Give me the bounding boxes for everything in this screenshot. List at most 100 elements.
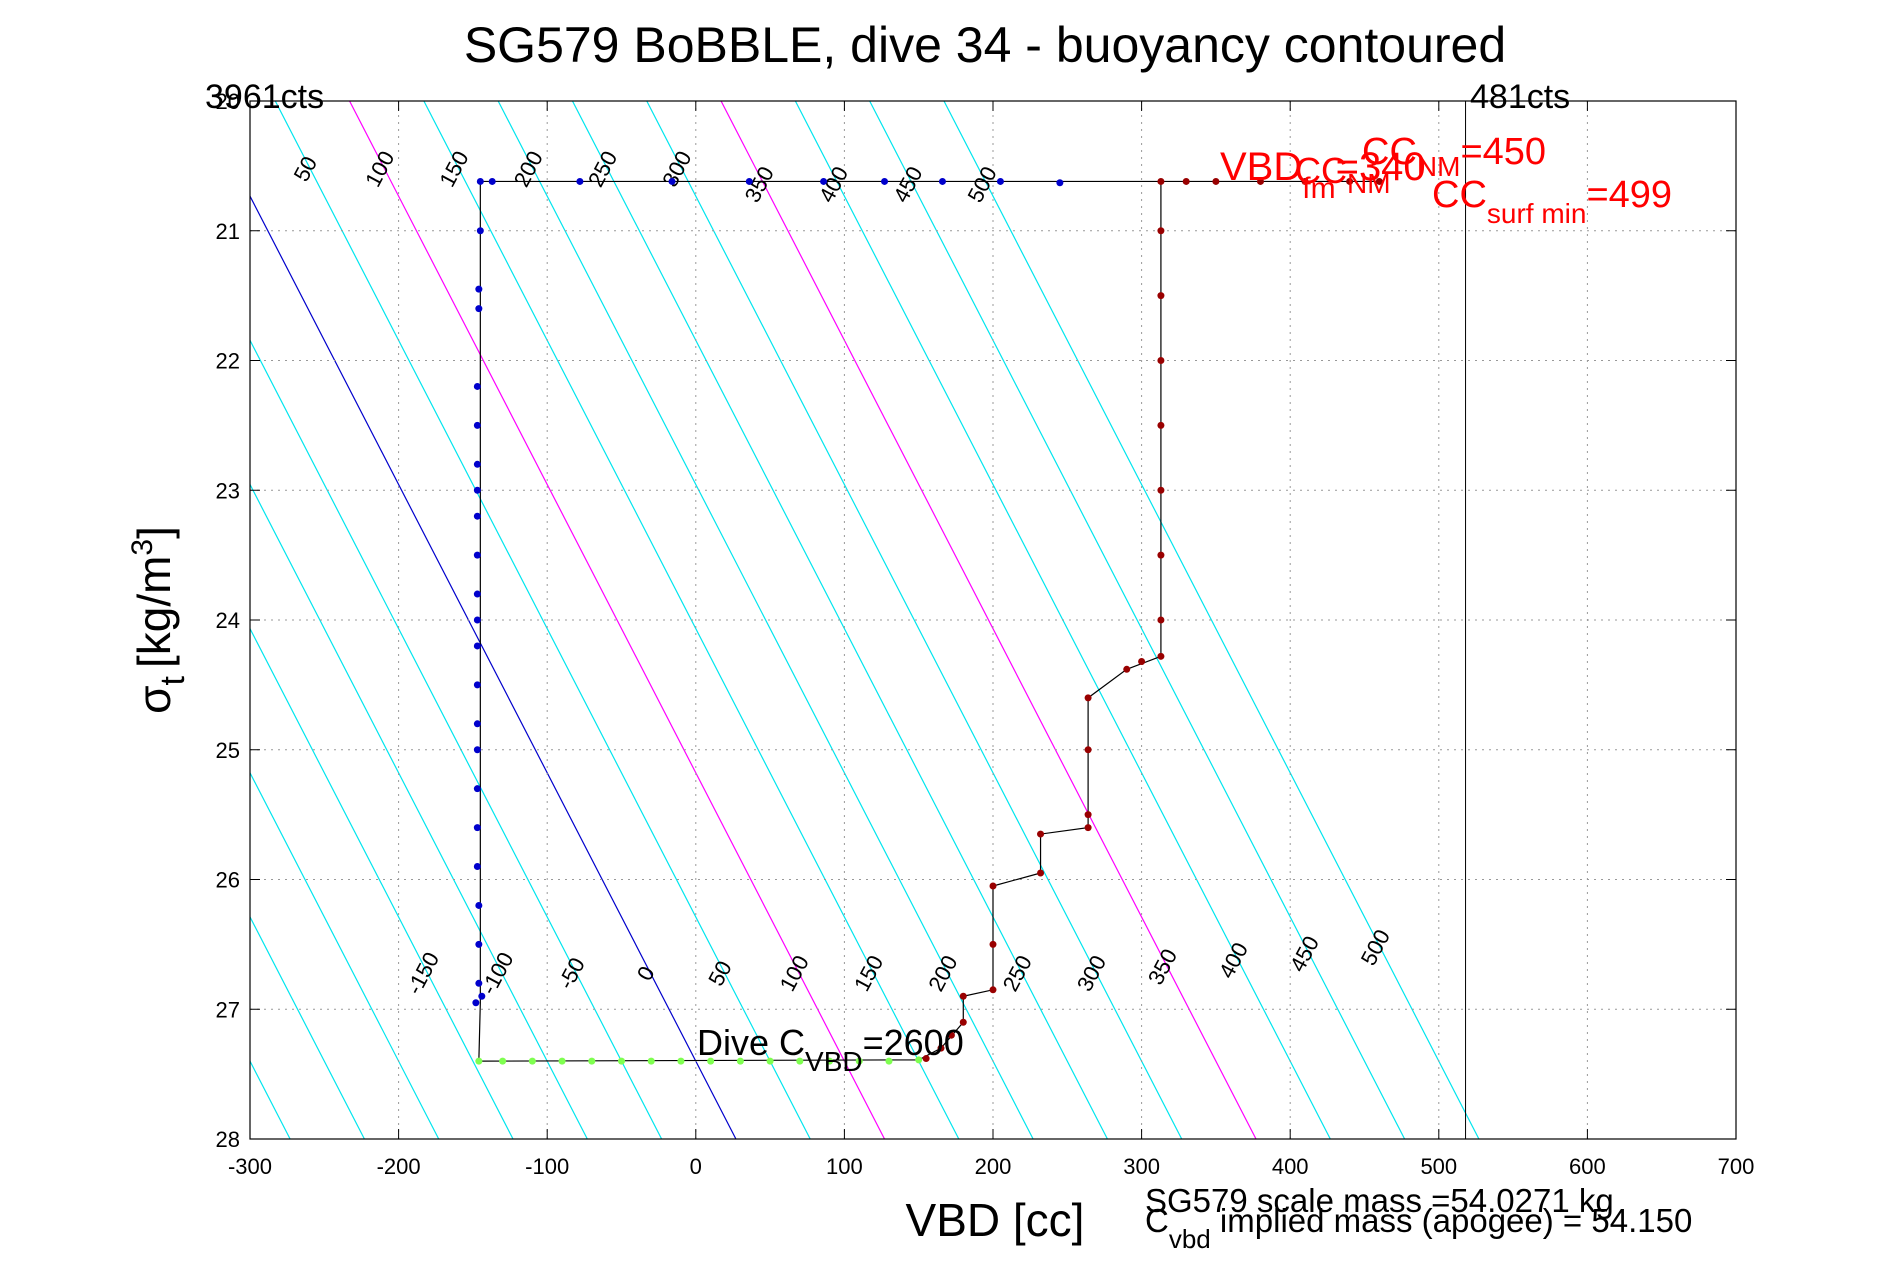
cc-nm-overlap-sub: NM <box>1347 168 1391 199</box>
data-point-0-11 <box>475 285 483 293</box>
contour-label-bottom-0: -150 <box>401 948 444 999</box>
data-point-0-13 <box>473 382 481 390</box>
data-point-0-18 <box>473 551 481 559</box>
contour-line--100 <box>250 483 588 1139</box>
data-point-1-13 <box>855 1057 863 1065</box>
contour-label-bottom-7: 200 <box>923 951 962 995</box>
data-point-2-3 <box>1157 357 1165 364</box>
implied-sub: vbd <box>1169 1224 1211 1254</box>
data-point-2-11 <box>1084 694 1092 702</box>
cc-surf-suffix: =499 <box>1586 174 1672 216</box>
x-axis-label: VBD [cc] <box>906 1194 1085 1246</box>
data-point-1-10 <box>766 1057 774 1065</box>
y-tick-label-27: 27 <box>216 997 240 1022</box>
cc-surf-sub: surf min <box>1487 198 1587 229</box>
data-point-0-14 <box>473 421 481 429</box>
data-point-0-31 <box>478 992 486 1000</box>
contour-label-top-6: 150 <box>434 147 473 191</box>
cc-surf-prefix: CC <box>1432 174 1487 216</box>
contour-line-100 <box>349 101 886 1139</box>
y-tick-label-21: 21 <box>216 219 240 244</box>
x-tick-label-700: 700 <box>1718 1154 1755 1179</box>
data-point-0-24 <box>473 746 481 754</box>
cc-nm-overlap: CCNM <box>1295 150 1391 199</box>
dive-c-prefix: Dive C <box>697 1022 805 1063</box>
data-point-1-11 <box>796 1057 804 1065</box>
contour-line--150 <box>250 627 514 1139</box>
contour-label-bottom-8: 250 <box>998 951 1037 995</box>
cc-nm-overlap-prefix: CC <box>1295 150 1347 191</box>
data-point-2-19 <box>989 986 997 994</box>
data-point-0-8 <box>1056 179 1064 187</box>
data-point-0-4 <box>820 177 828 185</box>
data-point-2-26 <box>1212 177 1220 185</box>
data-point-0-21 <box>473 642 481 650</box>
vbd-fm-prefix: VBD <box>1220 145 1302 189</box>
y-tick-label-25: 25 <box>216 738 240 763</box>
contour-label-bottom-4: 50 <box>703 957 737 990</box>
top-right-count: 481cts <box>1470 78 1570 116</box>
data-point-1-1 <box>499 1057 507 1065</box>
data-point-0-32 <box>472 999 480 1007</box>
contour-line--350 <box>0 101 216 1139</box>
data-point-0-25 <box>473 785 481 793</box>
contour-line-50 <box>274 101 811 1139</box>
contour-label-bottom-1: -100 <box>476 948 519 999</box>
y-axis-units-sup: 3 <box>126 539 159 556</box>
axis-ticks: -300 -200 -100 0 100 200 300 400 500 600 700202122… <box>216 89 1755 1179</box>
contour-label-bottom-13: 500 <box>1356 925 1395 969</box>
contour-label-bottom-2: -50 <box>553 953 590 993</box>
data-point-0-7 <box>996 177 1004 185</box>
data-point-2-17 <box>989 882 997 890</box>
data-point-1-15 <box>915 1056 923 1064</box>
contour-label-top-9: 300 <box>657 147 696 191</box>
contour-line--450 <box>0 101 67 1139</box>
data-point-2-15 <box>1037 830 1045 838</box>
x-tick-label-300: 300 <box>1123 1154 1160 1179</box>
y-axis-units-end: ] <box>128 526 180 539</box>
data-point-2-18 <box>989 940 997 948</box>
data-point-0-5 <box>881 177 889 185</box>
scale-mass-label: SG579 scale mass =54.0271 kg <box>1145 1182 1614 1219</box>
contour-label-bottom-9: 300 <box>1072 951 1111 995</box>
x-tick-label-400: 400 <box>1272 1154 1309 1179</box>
data-point-0-30 <box>475 979 483 987</box>
top-left-count: 3961cts <box>205 78 324 116</box>
data-point-2-20 <box>959 992 967 1000</box>
y-tick-label-28: 28 <box>216 1127 240 1152</box>
dive-c-suffix: =2600 <box>863 1022 964 1063</box>
contour-line--200 <box>250 771 440 1139</box>
implied-suffix: implied mass (apogee) = 54.150 <box>1211 1202 1693 1239</box>
contour-line-350 <box>720 101 1257 1139</box>
data-point-2-23 <box>937 1044 945 1052</box>
buoyancy-contour-labels: 50 100 150 200 250 300 350 400 450 500-150 -100 -50… <box>289 147 1395 999</box>
data-point-0-16 <box>473 486 481 494</box>
x-tick-label-200: 200 <box>975 1154 1012 1179</box>
y-axis-main: σ <box>128 686 180 714</box>
data-point-0-1 <box>576 177 584 185</box>
x-tick-label-100: 100 <box>826 1154 863 1179</box>
data-point-2-16 <box>1037 869 1045 877</box>
contour-label-bottom-3: 0 <box>632 962 660 985</box>
data-point-0-3 <box>745 177 753 185</box>
data-point-2-14 <box>1084 824 1092 832</box>
data-point-0-9 <box>476 177 484 185</box>
contour-line-200 <box>497 101 1034 1139</box>
y-tick-label-20: 20 <box>216 89 240 114</box>
y-tick-label-26: 26 <box>216 868 240 893</box>
contour-label-top-12: 450 <box>888 162 927 206</box>
data-point-2-21 <box>959 1018 967 1026</box>
y-axis-label: σt [kg/m3] <box>126 526 192 714</box>
data-point-0-6 <box>938 177 946 185</box>
data-point-0-29 <box>475 940 483 948</box>
cc-nm-annotation: CCNM=450 <box>1362 131 1546 182</box>
contour-line-450 <box>869 101 1406 1139</box>
data-point-1-6 <box>647 1057 655 1065</box>
x-tick-label--200: -200 <box>377 1154 421 1179</box>
data-point-1-4 <box>588 1057 596 1065</box>
contour-label-top-10: 350 <box>740 162 779 206</box>
data-point-1-5 <box>618 1057 625 1065</box>
x-tick-label--300: -300 <box>228 1154 272 1179</box>
data-point-2-29 <box>1346 177 1354 185</box>
